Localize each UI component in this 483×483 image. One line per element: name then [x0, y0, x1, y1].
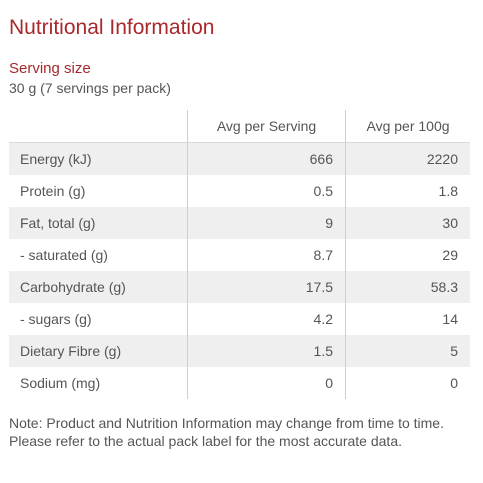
nutrient-name: Dietary Fibre (g): [9, 335, 188, 367]
table-header-row: Avg per Serving Avg per 100g: [9, 110, 470, 143]
serving-size-value: 30 g (7 servings per pack): [9, 80, 171, 96]
nutrient-name: - saturated (g): [20, 247, 108, 263]
per-100g-value: 0: [345, 367, 470, 399]
column-header-per-100g: Avg per 100g: [345, 110, 470, 143]
per-serving-value: 9: [187, 207, 346, 239]
table-row: Fat, total (g) 9 30: [9, 207, 470, 239]
table-row: - sugars (g) 4.2 14: [9, 303, 470, 335]
nutrition-table: Avg per Serving Avg per 100g Energy (kJ)…: [9, 110, 470, 399]
per-serving-value: 0.5: [187, 175, 346, 207]
nutrient-name: Protein (g): [20, 183, 86, 199]
per-serving-value: 1.5: [187, 335, 346, 367]
column-header-per-serving: Avg per Serving: [187, 110, 346, 143]
nutrient-name: Sodium (mg): [20, 375, 101, 391]
table-row: Energy (kJ) 666 2220: [9, 142, 470, 175]
per-serving-value: 666: [187, 142, 346, 175]
column-header-nutrient: [9, 110, 188, 143]
table-row: Carbohydrate (g) 17.5 58.3: [9, 271, 470, 303]
per-serving-value: 0: [187, 367, 346, 399]
disclaimer-note: Note: Product and Nutrition Information …: [9, 415, 444, 449]
per-100g-value: 2220: [345, 142, 470, 175]
per-100g-value: 14: [345, 303, 470, 335]
page-title: Nutritional Information: [9, 16, 215, 39]
per-100g-value: 29: [345, 239, 470, 271]
per-100g-value: 1.8: [345, 175, 470, 207]
per-100g-value: 5: [345, 335, 470, 367]
per-serving-value: 4.2: [187, 303, 346, 335]
table-row: Dietary Fibre (g) 1.5 5: [9, 335, 470, 367]
per-serving-value: 17.5: [187, 271, 346, 303]
serving-size-label: Serving size: [9, 60, 91, 77]
table-row: Protein (g) 0.5 1.8: [9, 175, 470, 207]
per-100g-value: 30: [345, 207, 470, 239]
nutrient-name: Energy (kJ): [9, 142, 188, 175]
table-row: Sodium (mg) 0 0: [9, 367, 470, 399]
nutrient-name: Carbohydrate (g): [9, 271, 188, 303]
table-row: - saturated (g) 8.7 29: [9, 239, 470, 271]
per-serving-value: 8.7: [187, 239, 346, 271]
nutrient-name: Fat, total (g): [9, 207, 188, 239]
per-100g-value: 58.3: [345, 271, 470, 303]
nutrient-name: - sugars (g): [20, 311, 92, 327]
